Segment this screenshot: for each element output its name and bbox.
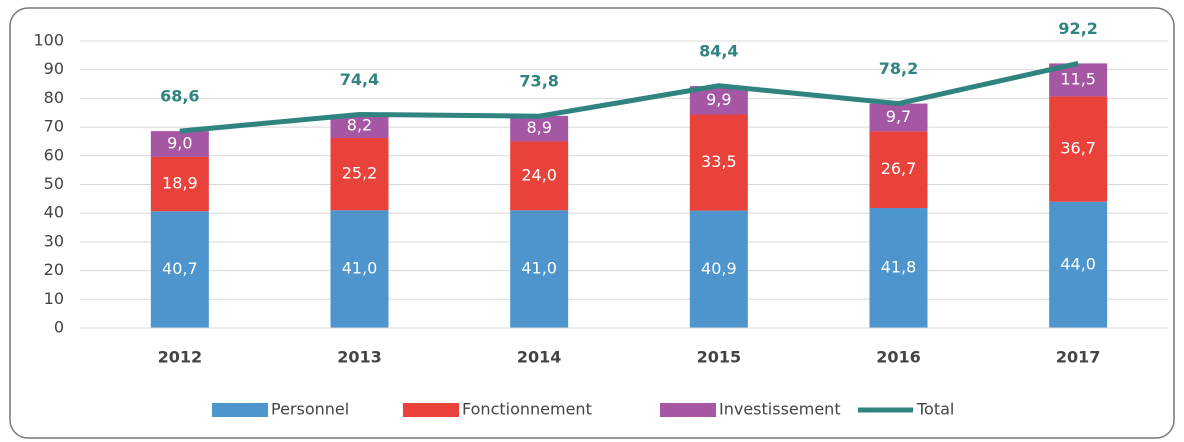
bar-segment — [869, 208, 928, 328]
bar-segment — [869, 103, 928, 132]
data-label: 44,0 — [1060, 254, 1096, 273]
legend-label: Personnel — [271, 400, 349, 419]
total-label: 68,6 — [160, 87, 199, 106]
legend-label: Investissement — [719, 400, 841, 419]
y-tick-label: 40 — [44, 203, 64, 222]
total-label: 92,2 — [1058, 19, 1097, 38]
data-label: 9,0 — [167, 134, 192, 153]
y-tick-label: 70 — [44, 117, 64, 136]
bar-segment — [689, 114, 748, 211]
data-label: 40,7 — [162, 259, 198, 278]
bar-segment — [150, 211, 209, 328]
data-label: 36,7 — [1060, 139, 1096, 158]
bar-segment — [510, 141, 569, 211]
bar-segment — [689, 210, 748, 328]
bar-segment — [510, 115, 569, 142]
data-label: 8,2 — [347, 116, 372, 135]
data-label: 8,9 — [526, 118, 551, 137]
y-tick-label: 30 — [44, 231, 64, 250]
total-label: 73,8 — [519, 72, 558, 91]
data-label: 40,9 — [701, 259, 737, 278]
y-tick-label: 10 — [44, 289, 64, 308]
x-tick-label: 2016 — [876, 348, 921, 367]
y-tick-label: 90 — [44, 59, 64, 78]
bar-segment — [150, 131, 209, 157]
bar-segment — [510, 210, 569, 328]
data-label: 9,7 — [886, 107, 911, 126]
data-label: 9,9 — [706, 90, 731, 109]
bar-segment — [150, 156, 209, 212]
legend-label: Fonctionnement — [462, 400, 592, 419]
bar-segment — [869, 131, 928, 209]
total-label: 84,4 — [699, 41, 738, 60]
data-label: 41,8 — [881, 258, 917, 277]
y-tick-label: 80 — [44, 88, 64, 107]
x-tick-label: 2015 — [697, 348, 742, 367]
y-tick-label: 100 — [33, 31, 64, 50]
y-tick-label: 50 — [44, 174, 64, 193]
bar-segment — [1049, 96, 1108, 202]
x-tick-label: 2012 — [158, 348, 203, 367]
bar-segment — [1049, 201, 1108, 328]
y-tick-label: 60 — [44, 145, 64, 164]
legend-label: Total — [916, 400, 954, 419]
total-label: 78,2 — [879, 59, 918, 78]
total-label: 74,4 — [340, 70, 379, 89]
legend-swatch — [403, 403, 459, 417]
y-tick-label: 20 — [44, 260, 64, 279]
y-tick-label: 0 — [54, 318, 64, 337]
data-label: 41,0 — [342, 259, 378, 278]
bar-segment — [330, 138, 389, 211]
total-line — [179, 60, 1079, 134]
data-label: 41,0 — [521, 259, 557, 278]
data-label: 26,7 — [881, 159, 917, 178]
x-tick-label: 2017 — [1056, 348, 1101, 367]
bar-segment — [330, 114, 389, 139]
data-label: 18,9 — [162, 174, 198, 193]
x-tick-label: 2013 — [337, 348, 382, 367]
legend-swatch — [660, 403, 716, 417]
legend-swatch — [212, 403, 268, 417]
data-label: 11,5 — [1060, 69, 1096, 88]
x-tick-label: 2014 — [517, 348, 562, 367]
data-label: 33,5 — [701, 152, 737, 171]
data-label: 24,0 — [521, 165, 557, 184]
bar-segment — [330, 210, 389, 328]
data-label: 25,2 — [342, 164, 378, 183]
